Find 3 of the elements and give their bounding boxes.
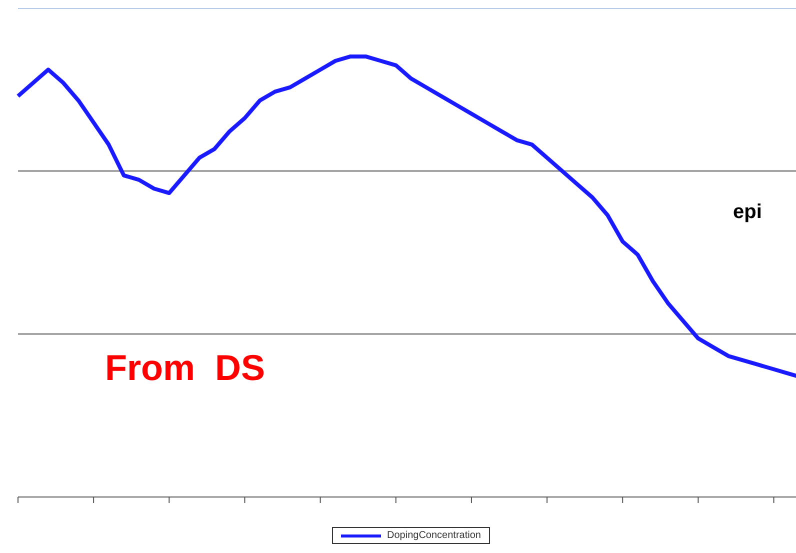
annotation: epi: [733, 201, 762, 223]
annotation: From DS: [105, 347, 266, 388]
legend-label: DopingConcentration: [387, 530, 481, 541]
